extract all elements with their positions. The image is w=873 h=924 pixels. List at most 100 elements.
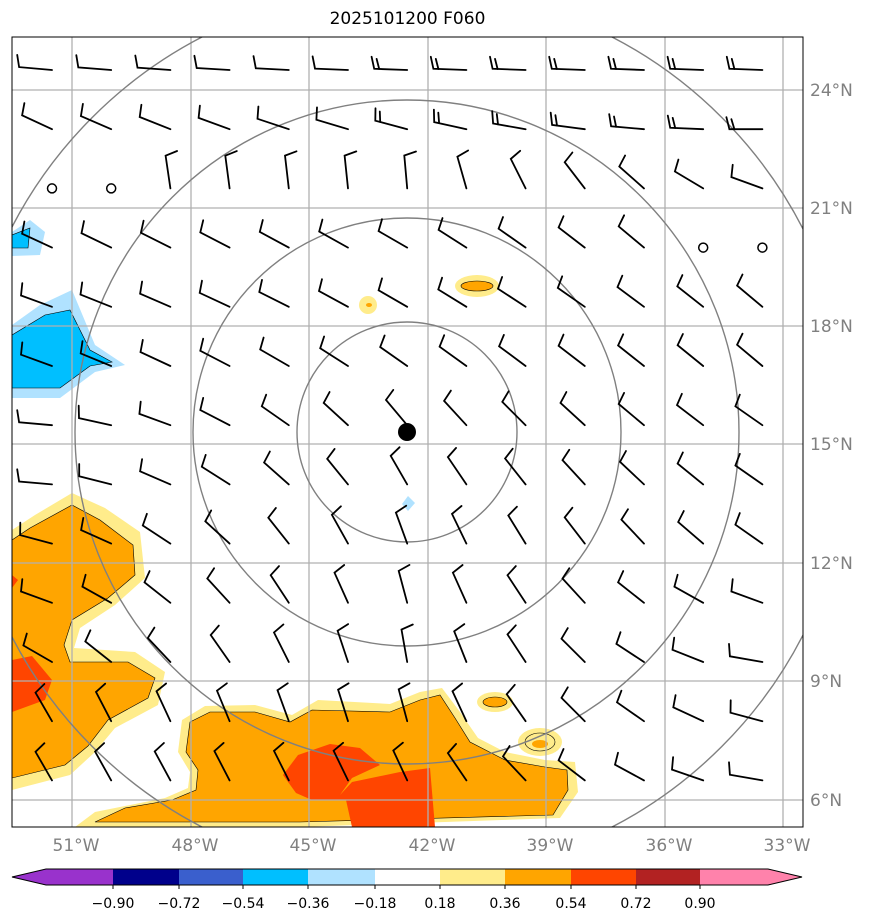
wind-barb	[193, 54, 231, 71]
wind-barb	[729, 699, 764, 723]
lon-labels: 51°W 48°W 45°W 42°W 39°W 36°W 33°W	[53, 836, 811, 856]
wind-barb	[389, 446, 409, 486]
wind-barb	[556, 275, 586, 308]
wind-barb	[497, 334, 527, 367]
wind-barb	[563, 151, 586, 190]
wind-barb	[258, 219, 290, 249]
wind-barb	[370, 55, 409, 71]
wind-barb	[146, 626, 172, 663]
lat-label: 18°N	[810, 317, 853, 337]
wind-barb	[613, 751, 645, 782]
colorbar-segment	[243, 869, 308, 885]
wind-barbs	[16, 54, 768, 782]
wind-barb	[608, 113, 645, 131]
wind-barb	[333, 564, 349, 604]
wind-barb	[620, 508, 645, 545]
wind-barb	[734, 453, 764, 486]
wind-barb	[34, 683, 53, 723]
wind-barb	[379, 334, 409, 367]
wind-barb	[446, 447, 468, 486]
wind-barb	[725, 116, 764, 131]
colorbar-segment	[113, 869, 179, 885]
colorbar-labels: −0.90 −0.72 −0.54 −0.36 −0.18 0.18 0.36 …	[92, 896, 716, 912]
wind-barb	[501, 745, 527, 782]
wind-barb	[560, 686, 586, 723]
wind-barb	[563, 506, 586, 545]
wind-barb-tick	[613, 115, 617, 128]
wind-barb	[224, 150, 238, 190]
colorbar-segment	[308, 869, 375, 885]
wind-barb	[437, 276, 468, 308]
wind-barb	[730, 163, 764, 190]
wind-barb	[77, 404, 113, 427]
wind-barb	[81, 573, 113, 604]
wind-barb	[728, 643, 764, 663]
wind-barb	[272, 623, 290, 663]
wind-barb-tick	[375, 58, 381, 70]
wind-barb	[374, 107, 409, 131]
wind-barb	[397, 682, 411, 723]
wind-barb	[330, 505, 349, 545]
wind-barb	[392, 741, 409, 782]
wind-barb	[337, 682, 350, 723]
range-ring	[192, 217, 622, 647]
wind-barb	[438, 334, 468, 367]
wind-barb	[197, 104, 231, 131]
wind-barb	[734, 393, 764, 427]
wind-barb	[607, 55, 645, 71]
wind-barb-tick	[671, 117, 677, 129]
wind-barb	[198, 279, 231, 308]
wind-barb	[429, 55, 468, 71]
wind-barb	[503, 447, 527, 486]
wind-barb	[559, 391, 586, 427]
wind-barb	[671, 756, 705, 782]
wind-barb-tick	[495, 113, 499, 126]
wind-barb	[616, 570, 645, 604]
wind-barb	[728, 761, 764, 782]
wind-barb	[735, 332, 764, 367]
wind-barb	[616, 274, 645, 308]
wind-barb	[671, 636, 705, 663]
wind-barb	[318, 218, 349, 249]
colorbar-outline	[11, 868, 803, 886]
calm-wind-marker	[757, 242, 768, 253]
colorbar-label: 0.36	[489, 896, 520, 912]
wind-barb	[615, 689, 645, 723]
wind-barb	[507, 505, 527, 545]
wind-barb	[336, 623, 349, 663]
lat-label: 6°N	[810, 791, 842, 811]
colorbar-label: −0.72	[158, 896, 201, 912]
wind-barb	[673, 158, 705, 190]
wind-barb	[322, 391, 349, 427]
colorbar-extend-min	[12, 869, 113, 885]
contour-pos	[12, 504, 156, 779]
wind-barb	[666, 55, 705, 71]
wind-barb	[317, 278, 349, 308]
wind-barb-tick	[612, 58, 617, 70]
wind-barb	[138, 400, 172, 427]
lon-label: 33°W	[764, 836, 811, 856]
wind-barb	[332, 741, 349, 782]
wind-barb	[84, 629, 113, 663]
wind-barb	[21, 102, 53, 131]
wind-barb	[557, 748, 586, 782]
colorbar-label: −0.90	[92, 896, 135, 912]
wind-barb	[497, 216, 527, 249]
wind-barb-tick	[730, 118, 736, 131]
wind-barb	[80, 517, 113, 545]
wind-barb	[79, 281, 113, 308]
wind-barb	[79, 103, 113, 131]
wind-barb	[16, 468, 53, 486]
wind-barb	[617, 214, 645, 249]
range-ring	[74, 99, 740, 765]
wind-barb	[377, 277, 409, 308]
wind-barb	[16, 54, 53, 71]
wind-barb	[618, 450, 645, 486]
wind-barb	[315, 106, 349, 131]
wind-barb	[397, 564, 411, 604]
wind-barb	[561, 567, 586, 604]
wind-barb	[433, 108, 468, 131]
wind-barb	[437, 217, 468, 249]
colorbar	[11, 868, 803, 889]
wind-barb-tick	[553, 58, 558, 70]
